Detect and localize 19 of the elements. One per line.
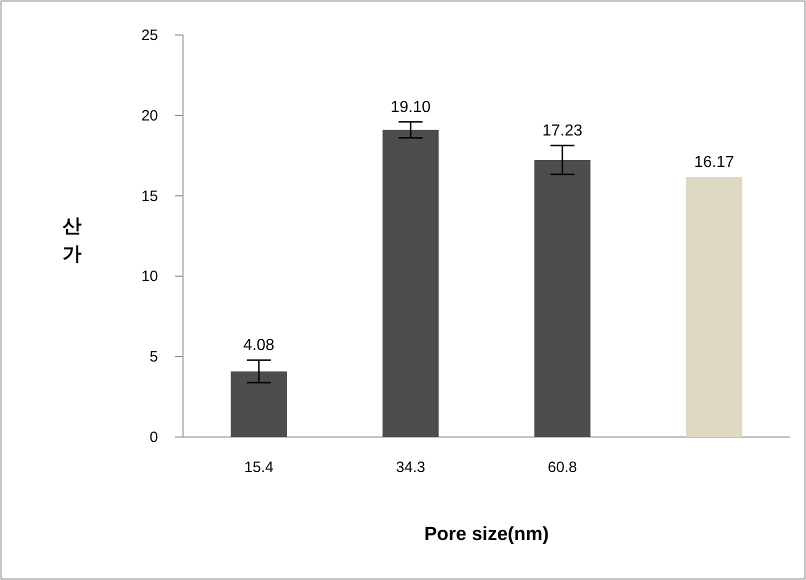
y-tick-label: 0 bbox=[150, 429, 158, 446]
data-label: 16.17 bbox=[694, 154, 734, 171]
x-tick-label: 60.8 bbox=[548, 459, 577, 476]
bar bbox=[686, 176, 742, 437]
data-label: 17.23 bbox=[542, 122, 582, 140]
data-label: 4.08 bbox=[243, 337, 275, 354]
bar bbox=[534, 160, 590, 437]
x-axis-title: Pore size(nm) bbox=[424, 524, 549, 545]
x-tick-label: 34.3 bbox=[396, 459, 426, 476]
y-tick-label: 20 bbox=[141, 107, 158, 124]
y-tick-label: 25 bbox=[141, 27, 158, 44]
y-tick-label: 15 bbox=[141, 188, 158, 205]
y-tick-label: 10 bbox=[141, 268, 158, 286]
y-tick-label: 5 bbox=[150, 348, 158, 366]
bar bbox=[230, 371, 287, 437]
data-label: 19.10 bbox=[390, 98, 431, 116]
y-axis-title: 산가 bbox=[62, 216, 82, 265]
x-tick-label: 15.4 bbox=[244, 459, 274, 476]
bar bbox=[382, 130, 439, 437]
